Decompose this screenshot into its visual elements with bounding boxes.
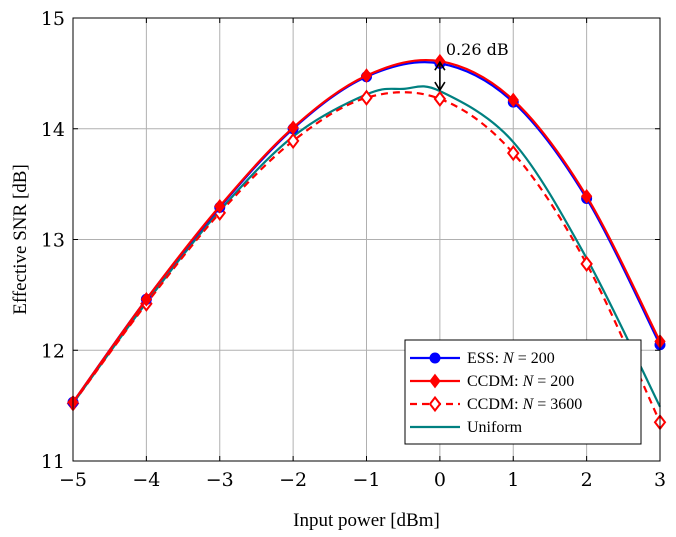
- data-point: [506, 144, 520, 162]
- series-line: [72, 85, 661, 408]
- series-layer: [66, 53, 667, 431]
- y-tick-label: 14: [41, 119, 65, 141]
- x-tick-label: 1: [507, 469, 519, 491]
- x-tick-label: 3: [654, 469, 666, 491]
- legend-marker: [428, 395, 442, 413]
- legend-label: Uniform: [467, 419, 523, 436]
- x-tick-label: −1: [352, 469, 380, 491]
- data-point: [140, 291, 153, 307]
- x-axis-label: Input power [dBm]: [293, 510, 440, 531]
- y-axis-label: Effective SNR [dB]: [10, 164, 31, 315]
- series-1: [67, 53, 666, 410]
- y-tick-label: 13: [41, 230, 65, 252]
- legend-entry: CCDM: N = 3600: [410, 395, 582, 413]
- x-tick-label: 2: [581, 469, 593, 491]
- y-tick-label: 11: [41, 451, 65, 473]
- legend-label: CCDM: N = 200: [467, 373, 574, 390]
- legend-label: ESS: N = 200: [467, 350, 555, 367]
- x-tick-label: −2: [279, 469, 307, 491]
- y-tick-label: 12: [41, 340, 65, 362]
- legend-entry: CCDM: N = 200: [410, 373, 574, 390]
- y-tick-label: 15: [41, 8, 65, 30]
- annotation-arrowhead-top: [434, 60, 446, 71]
- data-point: [580, 255, 593, 273]
- x-tick-label: −3: [206, 469, 234, 491]
- legend-label: CCDM: N = 3600: [467, 396, 582, 413]
- legend-marker: [429, 352, 441, 364]
- data-point: [214, 198, 226, 214]
- data-point: [287, 120, 299, 135]
- annotation: 0.26 dB: [434, 40, 509, 92]
- data-point: [433, 90, 447, 107]
- series-3: [72, 85, 661, 408]
- data-point: [286, 132, 300, 150]
- data-point: [360, 68, 373, 83]
- series-line: [72, 91, 661, 423]
- legend: ESS: N = 200 CCDM: N = 200 CCDM: N = 3600 U…: [404, 339, 642, 445]
- legend-entry: Uniform: [410, 419, 523, 436]
- annotation-arrowhead-bottom: [434, 81, 446, 92]
- data-point: [507, 92, 519, 108]
- x-tick-label: −5: [59, 469, 87, 491]
- annotation-label: 0.26 dB: [446, 40, 509, 59]
- legend-marker: [429, 373, 441, 389]
- x-tick-label: 0: [434, 469, 446, 491]
- data-point: [580, 188, 593, 204]
- x-tick-label: −4: [132, 469, 160, 491]
- legend-entry: ESS: N = 200: [410, 350, 555, 367]
- data-point: [360, 89, 373, 106]
